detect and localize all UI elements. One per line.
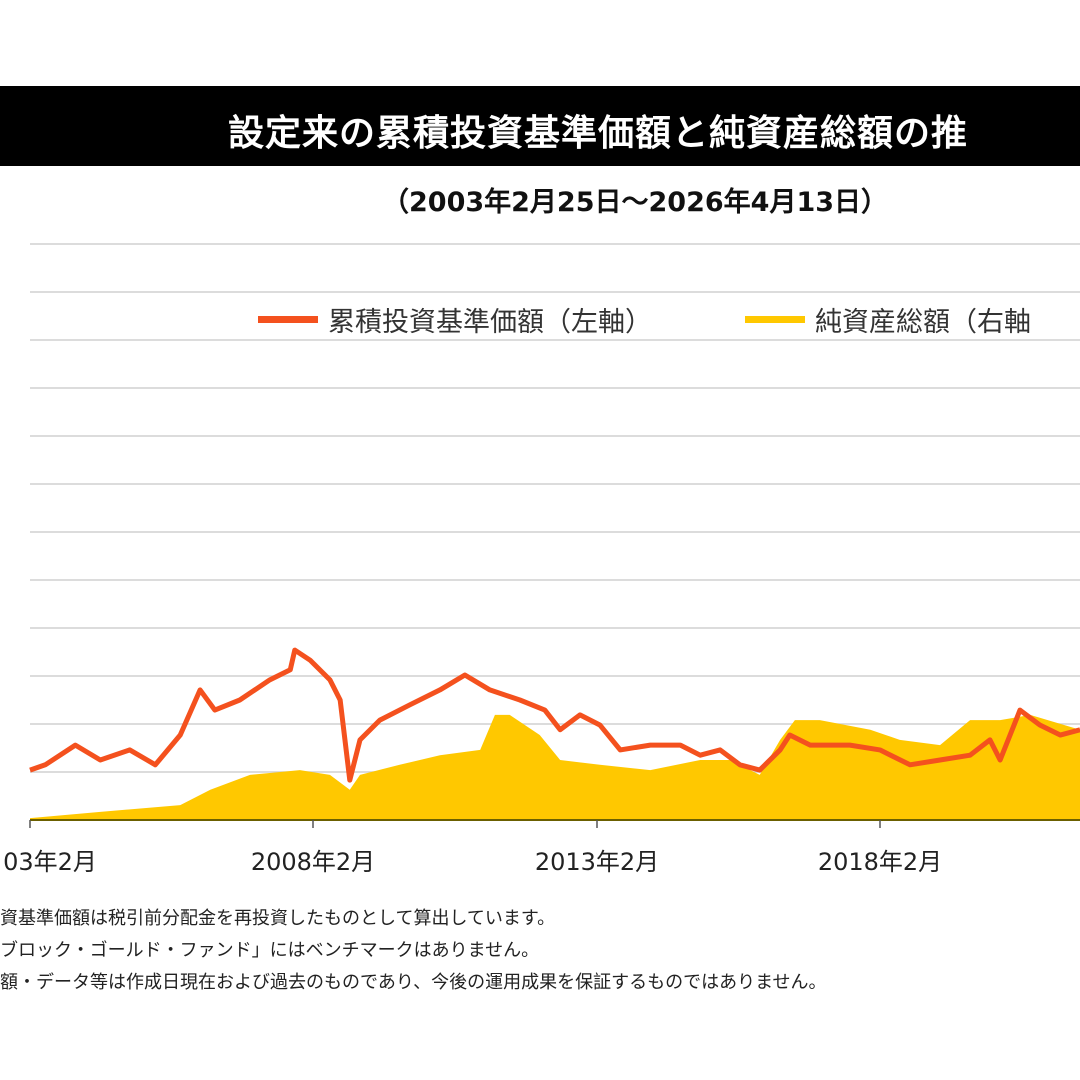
x-axis: [29, 819, 1080, 828]
x-tick-label: 03年2月: [3, 848, 97, 876]
aum-area: [30, 714, 1080, 820]
x-tick-label: 2018年2月: [817, 848, 943, 876]
footnote: 額・データ等は作成日現在および過去のものであり、今後の運用成果を保証するものでは…: [0, 972, 827, 993]
footnote: 資基準価額は税引前分配金を再投資したものとして算出しています。: [0, 908, 556, 929]
nav-line-series: [29, 647, 1080, 783]
aum-area-series: [30, 714, 1080, 820]
footnote: ブロック・ゴールド・ファンド」にはベンチマークはありません。: [0, 940, 540, 961]
x-tick-label: 2013年2月: [534, 848, 660, 876]
chart-title: 設定来の累積投資基準価額と純資産総額の推: [228, 113, 969, 154]
legend-swatch-aum: [745, 316, 805, 323]
legend-label-nav: 累積投資基準価額（左軸）: [328, 307, 652, 338]
nav-line: [29, 647, 1080, 783]
x-tick-label: 2008年2月: [250, 848, 376, 876]
legend-swatch-nav: [258, 316, 318, 323]
legend-label-aum: 純資産総額（右軸: [815, 307, 1031, 338]
gridlines: [30, 243, 1080, 773]
chart-subtitle: （2003年2月25日～2026年4月13日）: [382, 187, 889, 218]
title-bar: [0, 86, 1080, 166]
